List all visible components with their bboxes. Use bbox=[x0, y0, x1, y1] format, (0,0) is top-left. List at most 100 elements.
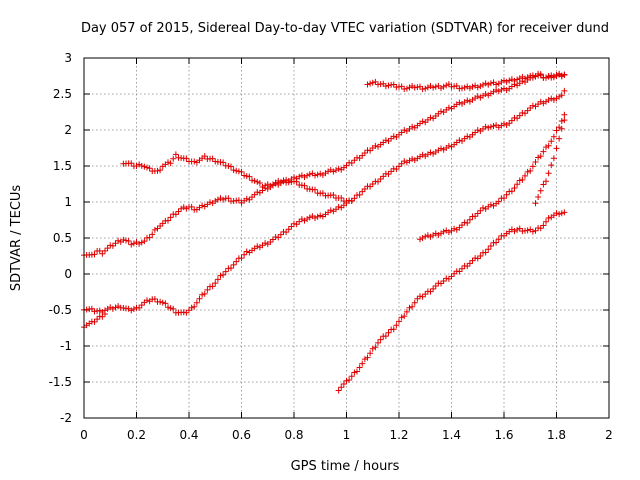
data-point bbox=[503, 191, 510, 198]
data-point bbox=[186, 307, 192, 314]
series-track-d bbox=[81, 87, 568, 316]
data-point bbox=[535, 194, 542, 201]
data-point bbox=[451, 225, 458, 232]
data-point bbox=[144, 297, 150, 304]
data-point bbox=[398, 83, 405, 90]
data-point bbox=[556, 124, 563, 131]
data-point bbox=[120, 236, 127, 243]
data-point bbox=[435, 231, 442, 238]
data-point bbox=[280, 178, 287, 185]
data-point bbox=[151, 226, 158, 233]
data-point bbox=[191, 303, 198, 310]
data-point bbox=[550, 96, 557, 103]
data-point bbox=[343, 377, 350, 384]
x-tick-label: 1.8 bbox=[547, 428, 566, 442]
data-point bbox=[207, 199, 213, 206]
data-point bbox=[312, 186, 318, 193]
data-point bbox=[498, 79, 505, 86]
data-point bbox=[540, 222, 547, 229]
data-point bbox=[508, 188, 515, 195]
data-point bbox=[157, 222, 164, 229]
y-tick-label: -0.5 bbox=[49, 303, 72, 317]
data-point bbox=[369, 345, 376, 352]
data-point bbox=[146, 234, 153, 241]
data-point bbox=[474, 210, 481, 217]
data-point bbox=[238, 255, 245, 262]
data-point bbox=[372, 344, 379, 351]
data-point bbox=[537, 72, 544, 79]
data-point bbox=[243, 173, 250, 180]
data-point bbox=[172, 211, 179, 218]
data-point bbox=[249, 194, 255, 201]
data-point bbox=[422, 85, 429, 92]
data-point bbox=[327, 207, 334, 214]
data-point bbox=[243, 195, 250, 202]
data-point bbox=[301, 174, 308, 181]
y-tick-label: 2.5 bbox=[53, 87, 72, 101]
data-point bbox=[438, 108, 444, 115]
data-point bbox=[553, 95, 560, 102]
data-point bbox=[128, 160, 135, 167]
y-tick-label: 2 bbox=[64, 123, 72, 137]
data-point bbox=[485, 246, 492, 253]
data-point bbox=[367, 147, 374, 154]
data-point bbox=[369, 79, 376, 86]
data-point bbox=[99, 250, 106, 257]
data-point bbox=[403, 85, 410, 92]
data-point bbox=[356, 155, 363, 162]
data-point bbox=[388, 168, 395, 175]
data-point bbox=[532, 158, 539, 165]
data-point bbox=[319, 190, 326, 197]
data-point bbox=[498, 86, 505, 93]
data-point bbox=[493, 87, 500, 94]
data-point bbox=[532, 200, 539, 207]
data-point bbox=[411, 299, 418, 306]
data-point bbox=[146, 165, 153, 172]
data-point bbox=[398, 160, 405, 167]
data-point bbox=[482, 249, 489, 256]
data-point bbox=[354, 368, 360, 375]
data-point bbox=[199, 291, 206, 298]
data-point bbox=[172, 151, 179, 158]
data-point bbox=[419, 234, 426, 241]
data-point bbox=[561, 71, 568, 78]
data-point bbox=[233, 258, 240, 265]
data-point bbox=[170, 305, 177, 312]
data-point bbox=[550, 73, 557, 80]
data-point bbox=[553, 210, 560, 217]
data-point bbox=[432, 283, 439, 290]
data-point bbox=[361, 356, 368, 363]
x-tick-label: 0 bbox=[80, 428, 88, 442]
data-point bbox=[438, 85, 444, 92]
data-point bbox=[367, 80, 374, 87]
data-point bbox=[364, 354, 371, 361]
x-tick-labels: 0 0.2 0.4 0.6 0.8 1 1.2 1.4 1.6 1.8 2 bbox=[80, 428, 613, 442]
data-point bbox=[558, 72, 565, 79]
data-point bbox=[445, 142, 452, 149]
data-point bbox=[417, 83, 423, 90]
data-point bbox=[532, 227, 539, 234]
data-point bbox=[398, 314, 405, 321]
data-point bbox=[343, 162, 350, 169]
data-point bbox=[180, 204, 187, 211]
data-point bbox=[241, 172, 248, 179]
data-point bbox=[367, 350, 374, 357]
data-point bbox=[495, 236, 502, 243]
data-point bbox=[438, 280, 444, 287]
data-point bbox=[514, 115, 521, 122]
data-point bbox=[369, 181, 376, 187]
data-point bbox=[201, 153, 208, 160]
data-point bbox=[246, 196, 253, 203]
data-point bbox=[529, 163, 536, 170]
data-point bbox=[183, 155, 190, 162]
data-point bbox=[396, 318, 402, 325]
data-point bbox=[487, 242, 494, 249]
data-point bbox=[141, 163, 148, 170]
data-point bbox=[561, 111, 568, 118]
data-point bbox=[167, 214, 174, 221]
data-point bbox=[233, 167, 240, 174]
data-point bbox=[432, 230, 439, 237]
data-point bbox=[461, 84, 468, 91]
data-point bbox=[335, 165, 342, 172]
data-point bbox=[262, 240, 269, 247]
